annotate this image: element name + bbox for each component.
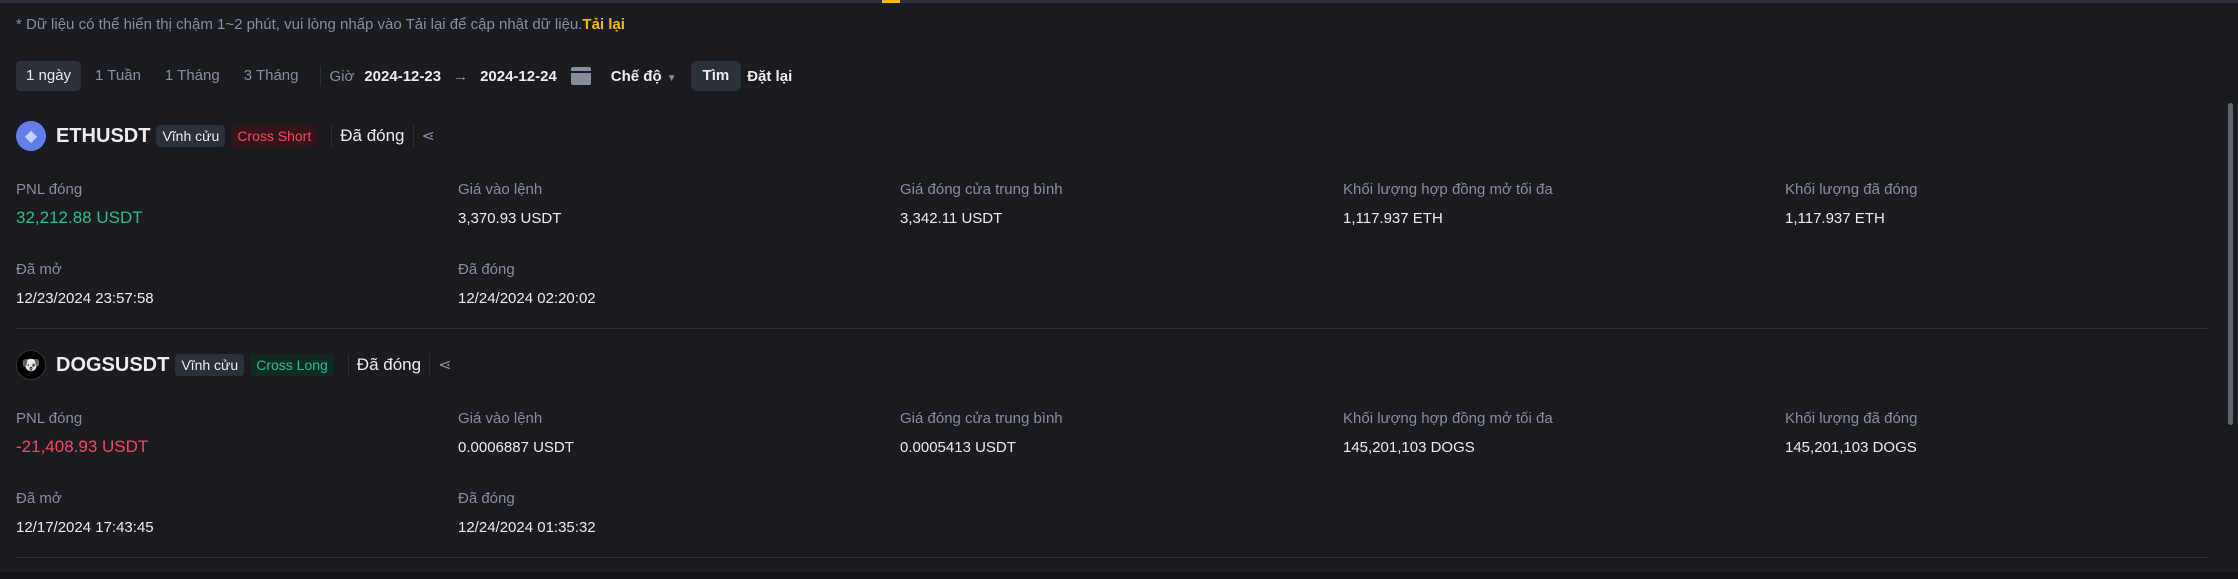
field-label: Giá đóng cửa trung bình <box>900 181 1063 198</box>
symbol[interactable]: DOGSUSDT <box>56 353 170 376</box>
field-label: Đã mở <box>16 490 62 507</box>
closed-pnl: PNL đóng 32,212.88 USDT <box>16 181 143 228</box>
field-value: 32,212.88 USDT <box>16 208 143 227</box>
field-value: 1,117.937 ETH <box>1343 210 1443 227</box>
row-divider <box>16 557 2208 558</box>
position-header: 🐶 DOGSUSDT Vĩnh cửu Cross Long Đã đóng ⋖ <box>16 350 451 380</box>
closed-volume: Khối lượng đã đóng 145,201,103 DOGS <box>1785 410 1917 456</box>
date-from-input[interactable]: 2024-12-23 <box>364 67 442 85</box>
field-value: 3,342.11 USDT <box>900 210 1003 227</box>
delay-notice: * Dữ liệu có thể hiển thị chậm 1~2 phút,… <box>16 16 625 33</box>
max-open-interest: Khối lượng hợp đồng mở tối đa 1,117.937 E… <box>1343 181 1553 227</box>
field-value: 0.0006887 USDT <box>458 439 574 456</box>
divider <box>331 125 333 147</box>
field-value: 12/23/2024 23:57:58 <box>16 290 154 307</box>
dogs-glyph: 🐶 <box>21 357 41 374</box>
closed-time: Đã đóng 12/24/2024 02:20:02 <box>458 261 596 307</box>
ethereum-icon: ◆ <box>16 121 46 151</box>
date-to-input[interactable]: 2024-12-24 <box>480 67 557 85</box>
bottom-border <box>0 572 2238 579</box>
dogs-icon: 🐶 <box>16 350 46 380</box>
divider <box>429 354 431 376</box>
caret-down-icon: ▼ <box>666 72 677 84</box>
filter-bar: 1 ngày 1 Tuần 1 Tháng 3 Tháng Giờ 2024-1… <box>16 61 792 91</box>
arrow-right-icon: → <box>453 67 469 85</box>
field-label: Giá vào lệnh <box>458 181 543 198</box>
field-label: Giá vào lệnh <box>458 410 543 427</box>
field-label: Khối lượng hợp đồng mở tối đa <box>1343 181 1553 198</box>
closed-time: Đã đóng 12/24/2024 01:35:32 <box>458 490 596 536</box>
mode-dropdown[interactable]: Chế độ ▼ <box>611 68 677 85</box>
reset-button[interactable]: Đặt lại <box>747 67 793 85</box>
symbol[interactable]: ETHUSDT <box>56 124 151 147</box>
status-label: Đã đóng <box>356 355 422 374</box>
field-label: PNL đóng <box>16 181 83 198</box>
max-open-interest: Khối lượng hợp đồng mở tối đa 145,201,103… <box>1343 410 1553 456</box>
field-value: 1,117.937 ETH <box>1785 210 1885 227</box>
field-value: 0.0005413 USDT <box>900 439 1016 456</box>
period-1-month[interactable]: 1 Tháng <box>164 67 220 84</box>
field-label: Giá đóng cửa trung bình <box>900 410 1063 427</box>
field-value: 145,201,103 DOGS <box>1343 439 1475 456</box>
filter-divider <box>320 66 322 86</box>
closed-pnl: PNL đóng -21,408.93 USDT <box>16 410 148 457</box>
field-label: Khối lượng đã đóng <box>1785 181 1918 198</box>
time-label: Giờ <box>329 67 355 85</box>
reload-link[interactable]: Tải lại <box>582 16 625 33</box>
mode-label: Chế độ <box>610 67 662 85</box>
top-border <box>0 0 2238 3</box>
field-label: Đã mở <box>16 261 62 278</box>
avg-close-price: Giá đóng cửa trung bình 0.0005413 USDT <box>900 410 1063 456</box>
share-icon[interactable]: ⋖ <box>421 128 435 145</box>
field-label: Khối lượng hợp đồng mở tối đa <box>1343 410 1553 427</box>
contract-type-badge: Vĩnh cửu <box>175 354 245 376</box>
calendar-icon[interactable] <box>570 67 591 85</box>
opened-time: Đã mở 12/23/2024 23:57:58 <box>16 261 154 307</box>
position-history-panel <box>0 3 2238 572</box>
entry-price: Giá vào lệnh 3,370.93 USDT <box>458 181 561 227</box>
field-label: Khối lượng đã đóng <box>1785 410 1918 427</box>
side-badge: Cross Long <box>250 354 334 376</box>
period-1-day[interactable]: 1 ngày <box>16 61 82 91</box>
field-value: 145,201,103 DOGS <box>1785 439 1917 456</box>
period-3-months[interactable]: 3 Tháng <box>243 67 299 84</box>
field-value: 3,370.93 USDT <box>458 210 562 227</box>
notice-text: * Dữ liệu có thể hiển thị chậm 1~2 phút,… <box>16 16 583 33</box>
opened-time: Đã mở 12/17/2024 17:43:45 <box>16 490 154 536</box>
side-badge: Cross Short <box>231 125 318 147</box>
search-button[interactable]: Tìm <box>690 61 742 91</box>
ethereum-glyph: ◆ <box>24 128 38 145</box>
field-label: PNL đóng <box>16 410 83 427</box>
share-icon[interactable]: ⋖ <box>438 357 452 374</box>
field-value: 12/17/2024 17:43:45 <box>16 519 154 536</box>
scrollbar-thumb[interactable] <box>2228 103 2233 425</box>
field-value: 12/24/2024 02:20:02 <box>458 290 596 307</box>
active-tab-indicator <box>882 0 900 3</box>
field-value: 12/24/2024 01:35:32 <box>458 519 596 536</box>
field-value: -21,408.93 USDT <box>16 437 149 456</box>
position-header: ◆ ETHUSDT Vĩnh cửu Cross Short Đã đóng ⋖ <box>16 121 435 151</box>
entry-price: Giá vào lệnh 0.0006887 USDT <box>458 410 574 456</box>
status-label: Đã đóng <box>340 126 405 145</box>
field-label: Đã đóng <box>458 261 515 278</box>
contract-type-badge: Vĩnh cửu <box>156 125 226 147</box>
divider <box>347 354 349 376</box>
field-label: Đã đóng <box>458 490 515 507</box>
row-divider <box>16 328 2208 329</box>
avg-close-price: Giá đóng cửa trung bình 3,342.11 USDT <box>900 181 1063 227</box>
closed-volume: Khối lượng đã đóng 1,117.937 ETH <box>1785 181 1917 227</box>
divider <box>412 125 414 147</box>
period-1-week[interactable]: 1 Tuần <box>95 67 141 84</box>
